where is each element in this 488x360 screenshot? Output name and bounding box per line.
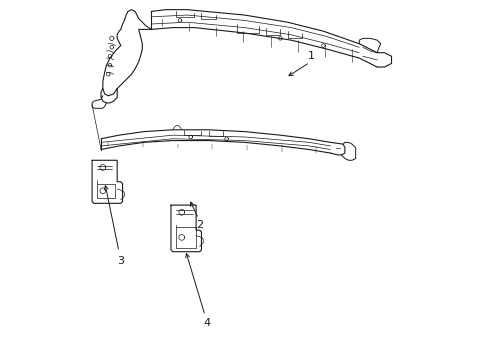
Text: 2: 2 (196, 220, 203, 230)
Text: 3: 3 (117, 256, 124, 266)
Text: 4: 4 (203, 319, 210, 328)
Text: 1: 1 (307, 51, 314, 61)
